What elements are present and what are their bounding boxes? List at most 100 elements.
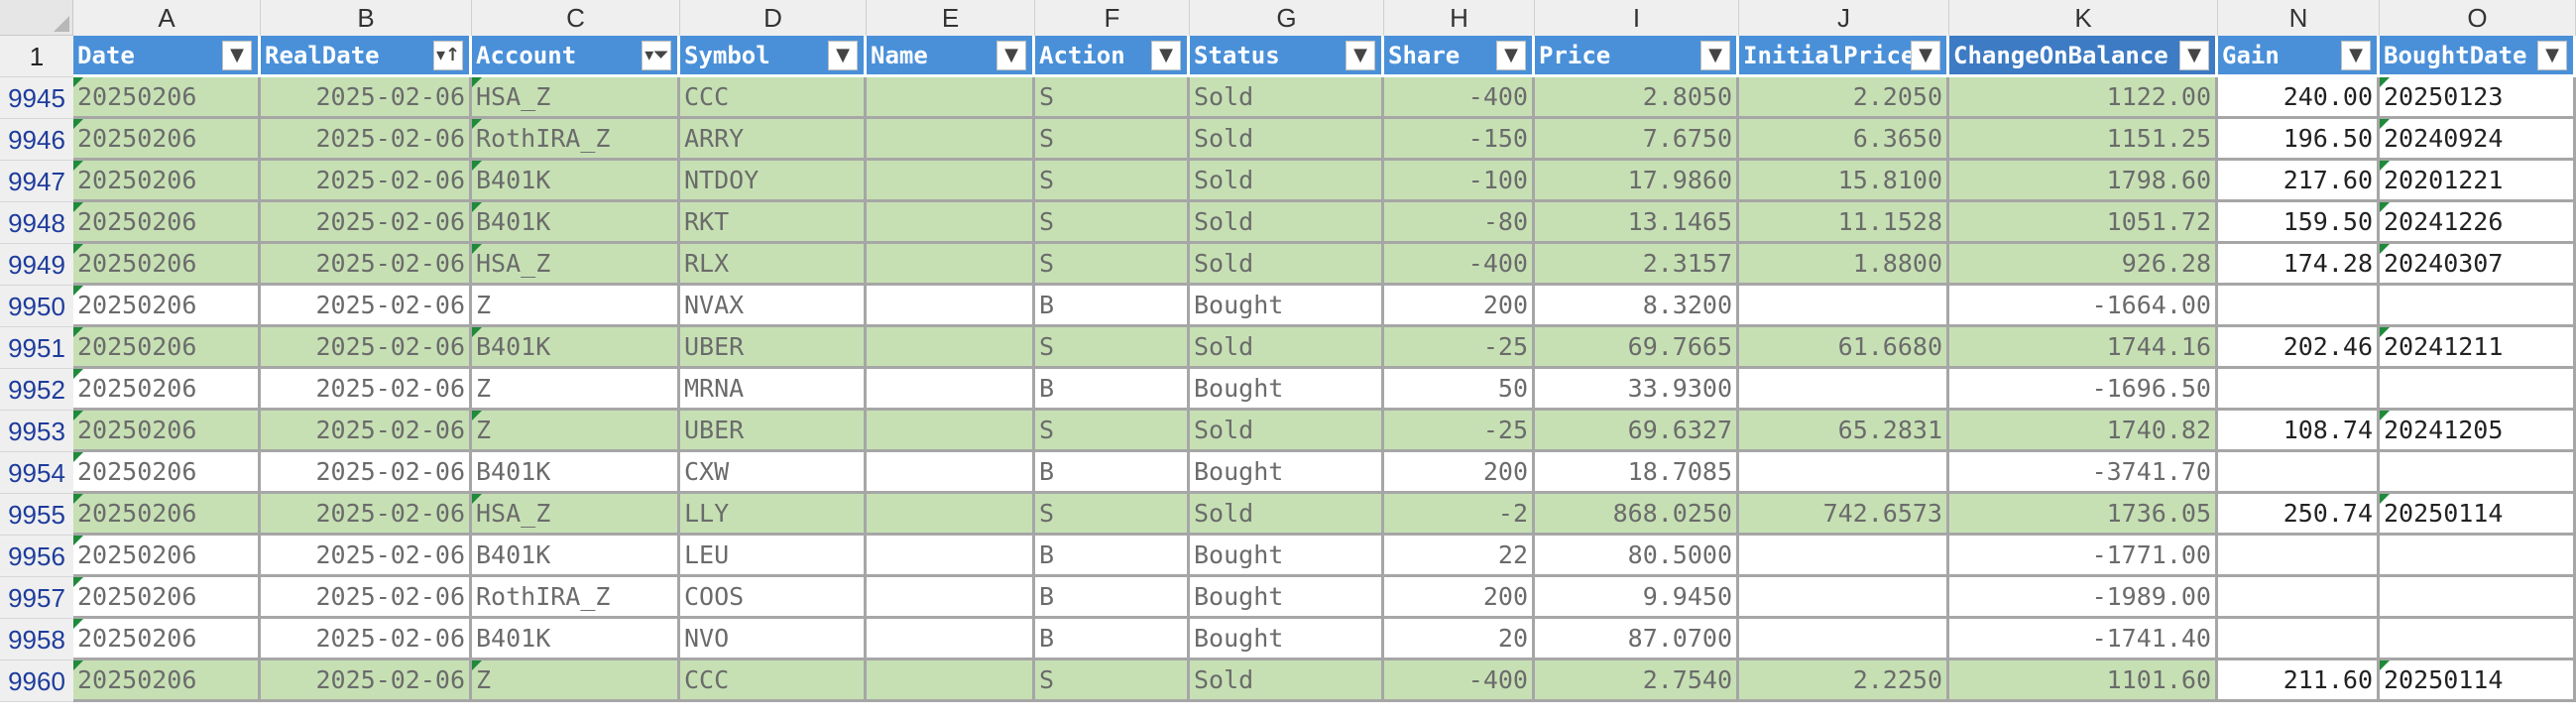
cell-price[interactable]: 33.9300 <box>1535 369 1739 411</box>
cell-price[interactable]: 868.0250 <box>1535 494 1739 536</box>
cell-changeonbalance[interactable]: 1151.25 <box>1949 119 2218 161</box>
cell-date[interactable]: 20250206 <box>73 536 261 577</box>
cell-status[interactable]: Sold <box>1190 161 1384 202</box>
cell-status[interactable]: Bought <box>1190 369 1384 411</box>
column-letter-c[interactable]: C <box>472 0 680 36</box>
cell-date[interactable]: 20250206 <box>73 286 261 327</box>
cell-status[interactable]: Sold <box>1190 494 1384 536</box>
cell-share[interactable]: 200 <box>1384 452 1535 494</box>
header-cell-realdate[interactable]: RealDate ▾↑ <box>261 36 472 77</box>
header-cell-price[interactable]: Price ▼ <box>1535 36 1739 77</box>
cell-initialprice[interactable]: 1.8800 <box>1739 244 1949 286</box>
cell-name[interactable] <box>867 119 1035 161</box>
cell-realdate[interactable]: 2025-02-06 <box>261 244 472 286</box>
cell-symbol[interactable]: NVAX <box>680 286 867 327</box>
cell-name[interactable] <box>867 244 1035 286</box>
column-letter-e[interactable]: E <box>867 0 1035 36</box>
cell-date[interactable]: 20250206 <box>73 660 261 702</box>
cell-name[interactable] <box>867 619 1035 660</box>
header-cell-date[interactable]: Date ▼ <box>73 36 261 77</box>
cell-price[interactable]: 2.7540 <box>1535 660 1739 702</box>
cell-status[interactable]: Bought <box>1190 286 1384 327</box>
cell-name[interactable] <box>867 577 1035 619</box>
cell-share[interactable]: 200 <box>1384 286 1535 327</box>
cell-price[interactable]: 18.7085 <box>1535 452 1739 494</box>
cell-boughtdate[interactable]: 20250123 <box>2380 77 2576 119</box>
cell-gain[interactable]: 250.74 <box>2218 494 2380 536</box>
cell-share[interactable]: -400 <box>1384 660 1535 702</box>
row-number-9952[interactable]: 9952 <box>0 369 73 411</box>
cell-date[interactable]: 20250206 <box>73 619 261 660</box>
header-cell-symbol[interactable]: Symbol ▼ <box>680 36 867 77</box>
cell-price[interactable]: 2.3157 <box>1535 244 1739 286</box>
cell-symbol[interactable]: LEU <box>680 536 867 577</box>
column-letter-d[interactable]: D <box>680 0 867 36</box>
filter-dropdown-button[interactable]: ▼ <box>222 41 252 70</box>
filter-dropdown-button[interactable]: ▼ <box>996 41 1026 70</box>
cell-name[interactable] <box>867 286 1035 327</box>
cell-gain[interactable]: 240.00 <box>2218 77 2380 119</box>
filter-dropdown-button[interactable]: ▼ <box>1151 41 1181 70</box>
cell-gain[interactable] <box>2218 369 2380 411</box>
cell-symbol[interactable]: ARRY <box>680 119 867 161</box>
header-cell-changeonbalance[interactable]: ChangeOnBalance ▼ <box>1949 36 2218 77</box>
cell-boughtdate[interactable] <box>2380 452 2576 494</box>
cell-boughtdate[interactable]: 20250114 <box>2380 660 2576 702</box>
column-letter-i[interactable]: I <box>1535 0 1739 36</box>
cell-action[interactable]: B <box>1035 577 1190 619</box>
column-letter-g[interactable]: G <box>1190 0 1384 36</box>
cell-symbol[interactable]: NVO <box>680 619 867 660</box>
cell-status[interactable]: Bought <box>1190 577 1384 619</box>
cell-boughtdate[interactable]: 20241211 <box>2380 327 2576 369</box>
cell-initialprice[interactable]: 61.6680 <box>1739 327 1949 369</box>
header-cell-gain[interactable]: Gain ▼ <box>2218 36 2380 77</box>
cell-date[interactable]: 20250206 <box>73 244 261 286</box>
cell-realdate[interactable]: 2025-02-06 <box>261 286 472 327</box>
cell-name[interactable] <box>867 411 1035 452</box>
cell-action[interactable]: S <box>1035 327 1190 369</box>
cell-symbol[interactable]: COOS <box>680 577 867 619</box>
cell-status[interactable]: Bought <box>1190 452 1384 494</box>
cell-initialprice[interactable] <box>1739 452 1949 494</box>
cell-account[interactable]: RothIRA_Z <box>472 119 680 161</box>
cell-initialprice[interactable]: 15.8100 <box>1739 161 1949 202</box>
cell-date[interactable]: 20250206 <box>73 369 261 411</box>
cell-name[interactable] <box>867 660 1035 702</box>
cell-account[interactable]: Z <box>472 660 680 702</box>
cell-action[interactable]: S <box>1035 244 1190 286</box>
cell-symbol[interactable]: CCC <box>680 77 867 119</box>
row-number-9951[interactable]: 9951 <box>0 327 73 369</box>
cell-boughtdate[interactable]: 20240307 <box>2380 244 2576 286</box>
cell-status[interactable]: Sold <box>1190 202 1384 244</box>
cell-realdate[interactable]: 2025-02-06 <box>261 119 472 161</box>
cell-share[interactable]: 200 <box>1384 577 1535 619</box>
cell-realdate[interactable]: 2025-02-06 <box>261 77 472 119</box>
row-number-header[interactable]: 1 <box>0 36 73 77</box>
cell-status[interactable]: Sold <box>1190 77 1384 119</box>
column-letter-n[interactable]: N <box>2218 0 2380 36</box>
cell-action[interactable]: S <box>1035 77 1190 119</box>
cell-initialprice[interactable]: 65.2831 <box>1739 411 1949 452</box>
cell-gain[interactable]: 202.46 <box>2218 327 2380 369</box>
header-cell-status[interactable]: Status ▼ <box>1190 36 1384 77</box>
filter-dropdown-button[interactable]: ▼ <box>1700 41 1730 70</box>
cell-action[interactable]: S <box>1035 411 1190 452</box>
cell-boughtdate[interactable] <box>2380 286 2576 327</box>
cell-account[interactable]: Z <box>472 411 680 452</box>
column-letter-k[interactable]: K <box>1949 0 2218 36</box>
cell-changeonbalance[interactable]: -1696.50 <box>1949 369 2218 411</box>
cell-status[interactable]: Sold <box>1190 244 1384 286</box>
row-number-9954[interactable]: 9954 <box>0 452 73 494</box>
cell-action[interactable]: S <box>1035 494 1190 536</box>
cell-realdate[interactable]: 2025-02-06 <box>261 369 472 411</box>
cell-price[interactable]: 2.8050 <box>1535 77 1739 119</box>
filter-dropdown-button[interactable]: ▼ <box>2537 41 2567 70</box>
cell-symbol[interactable]: UBER <box>680 327 867 369</box>
cell-date[interactable]: 20250206 <box>73 77 261 119</box>
row-number-9953[interactable]: 9953 <box>0 411 73 452</box>
cell-symbol[interactable]: MRNA <box>680 369 867 411</box>
cell-gain[interactable]: 196.50 <box>2218 119 2380 161</box>
cell-changeonbalance[interactable]: 1798.60 <box>1949 161 2218 202</box>
cell-account[interactable]: B401K <box>472 202 680 244</box>
cell-changeonbalance[interactable]: 1101.60 <box>1949 660 2218 702</box>
